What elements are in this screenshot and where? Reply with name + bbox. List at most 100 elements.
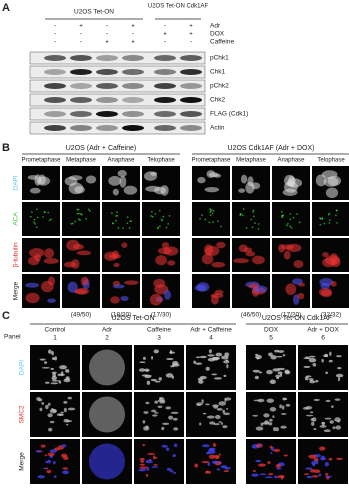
- micrograph-signal: [38, 398, 43, 402]
- micrograph-signal: [195, 362, 203, 365]
- micrograph-signal: [313, 398, 320, 402]
- micrograph-signal: [33, 218, 36, 221]
- blot-band: [180, 97, 202, 103]
- micrograph-signal: [277, 475, 285, 479]
- micrograph-signal: [303, 473, 309, 476]
- micrograph-signal: [329, 351, 332, 356]
- micrograph-signal: [145, 185, 161, 192]
- micrograph: [192, 202, 230, 236]
- micrograph-signal: [150, 409, 157, 413]
- micrograph-signal: [266, 369, 273, 375]
- micrograph-signal: [25, 292, 40, 304]
- micrograph-signal: [269, 418, 273, 422]
- micrograph-signal: [145, 401, 150, 405]
- micrograph-signal: [44, 381, 50, 384]
- blot-band: [44, 55, 66, 61]
- micrograph-signal: [214, 414, 221, 420]
- micrograph-signal: [76, 250, 92, 256]
- micrograph-signal: [85, 217, 88, 220]
- micrograph-signal: [53, 475, 57, 478]
- panel-label: B: [2, 142, 10, 154]
- micrograph-signal: [36, 450, 42, 453]
- micrograph-signal: [252, 209, 255, 212]
- micrograph-signal: [285, 403, 291, 407]
- micrograph-signal: [328, 359, 333, 363]
- panel-heading: Panel: [4, 334, 21, 341]
- stain-label: ACA: [13, 212, 20, 226]
- micrograph-signal: [201, 214, 203, 217]
- micrograph-signal: [269, 407, 277, 412]
- micrograph-signal: [119, 175, 127, 188]
- micrograph-signal: [205, 366, 210, 371]
- micrograph-signal: [268, 473, 274, 476]
- micrograph-signal: [40, 280, 54, 293]
- micrograph-signal: [270, 451, 273, 454]
- micrograph-signal: [167, 222, 170, 225]
- panel-number: 5: [269, 335, 273, 342]
- micrograph-signal: [281, 214, 284, 217]
- micrograph-signal: [61, 444, 67, 448]
- micrograph-signal: [204, 218, 207, 221]
- panel-number: 1: [53, 335, 57, 342]
- micrograph-signal: [139, 463, 146, 466]
- micrograph: [298, 392, 348, 437]
- phase-label: Prometaphase: [191, 158, 231, 164]
- blot-band: [180, 69, 202, 75]
- micrograph: [192, 274, 230, 308]
- blot-band: [96, 111, 118, 117]
- micrograph: [298, 439, 348, 484]
- micrograph-signal: [319, 218, 322, 220]
- micrograph-signal: [89, 443, 125, 480]
- micrograph-signal: [151, 466, 159, 468]
- micrograph-signal: [211, 212, 214, 215]
- blot-band: [70, 111, 92, 117]
- micrograph-signal: [79, 219, 81, 221]
- micrograph-signal: [25, 282, 40, 288]
- micrograph-signal: [280, 425, 287, 429]
- stain-label: DAPI: [19, 360, 26, 375]
- micrograph-signal: [172, 417, 178, 421]
- micrograph-signal: [328, 222, 331, 224]
- micrograph-signal: [273, 448, 281, 452]
- micrograph-signal: [78, 212, 80, 215]
- micrograph-signal: [50, 382, 58, 385]
- blot-band: [154, 97, 176, 103]
- micrograph-signal: [60, 411, 65, 414]
- micrograph-signal: [199, 217, 201, 220]
- micrograph-signal: [62, 470, 69, 475]
- micrograph-signal: [268, 352, 273, 357]
- micrograph-signal: [80, 276, 89, 286]
- micrograph-signal: [280, 210, 283, 213]
- micrograph-signal: [324, 473, 329, 476]
- micrograph-signal: [63, 400, 68, 404]
- micrograph-signal: [264, 476, 273, 479]
- micrograph-signal: [130, 220, 133, 223]
- micrograph-signal: [319, 446, 326, 451]
- micrograph-signal: [329, 420, 334, 424]
- micrograph-signal: [255, 459, 262, 463]
- micrograph-signal: [336, 221, 339, 224]
- micrograph-signal: [43, 258, 59, 264]
- micrograph-signal: [330, 281, 337, 287]
- micrograph-signal: [27, 175, 39, 180]
- micrograph-signal: [240, 174, 248, 184]
- micrograph-signal: [145, 473, 149, 477]
- micrograph-signal: [292, 216, 295, 219]
- micrograph-signal: [58, 380, 62, 384]
- micrograph-signal: [196, 356, 200, 359]
- micrograph-signal: [312, 462, 316, 467]
- group-label: U2OS (Adr + Caffeine): [66, 145, 137, 152]
- micrograph-signal: [34, 253, 42, 262]
- micrograph-signal: [334, 398, 341, 401]
- micrograph-signal: [158, 209, 161, 212]
- micrograph-signal: [193, 360, 197, 364]
- micrograph-signal: [225, 407, 229, 410]
- treatment-sign: -: [106, 31, 108, 38]
- blot-band: [70, 125, 92, 131]
- micrograph: [312, 202, 349, 236]
- micrograph-signal: [216, 241, 226, 249]
- micrograph-signal: [154, 400, 159, 404]
- blot-label: pChk2: [210, 83, 229, 90]
- micrograph-signal: [201, 460, 210, 464]
- micrograph-signal: [204, 187, 220, 193]
